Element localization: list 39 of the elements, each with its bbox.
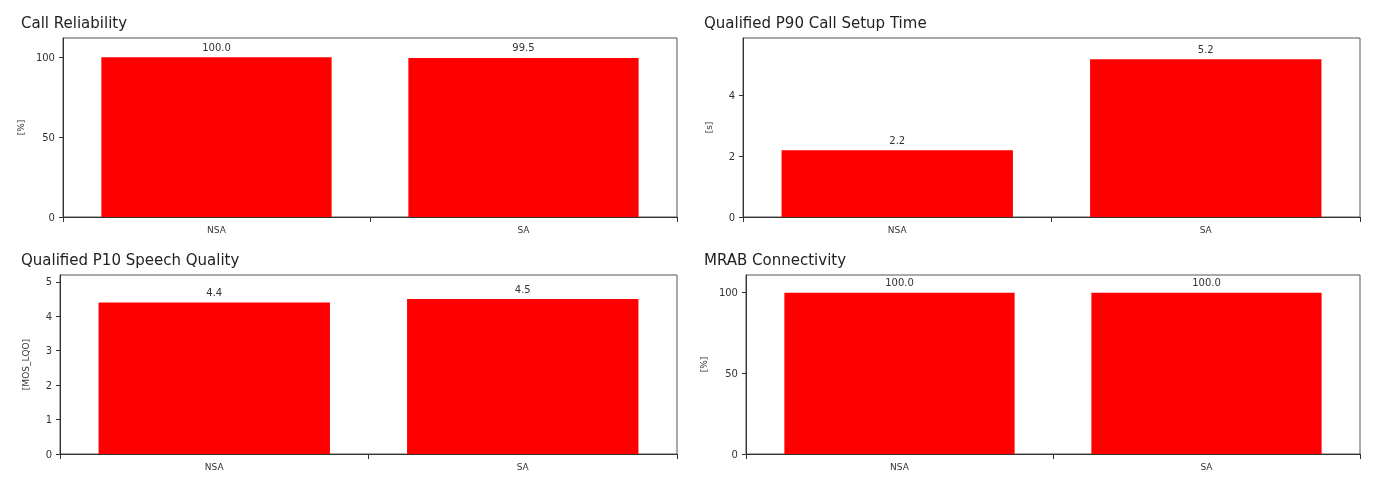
y-tick-label: 2	[728, 150, 735, 162]
data-label: 100.0	[1192, 277, 1221, 289]
y-tick-label: 0	[48, 211, 55, 223]
y-tick-label: 0	[731, 448, 738, 460]
x-tick-label: SA	[516, 461, 530, 472]
y-tick-label: 50	[725, 367, 738, 379]
data-label: 99.5	[512, 42, 535, 54]
y-axis-title: [%]	[698, 356, 709, 373]
x-tick-label: NSA	[890, 461, 910, 472]
data-label: 4.5	[514, 283, 531, 295]
x-tick-label: NSA	[887, 224, 908, 235]
y-tick-label: 2	[45, 379, 52, 391]
data-label: 4.4	[206, 287, 223, 299]
x-tick-label: SA	[1199, 224, 1213, 235]
y-axis-title: [%]	[15, 119, 26, 136]
y-tick-label: 1	[45, 414, 52, 426]
y-tick-label: 0	[45, 448, 52, 460]
data-label: 100.0	[885, 277, 914, 289]
y-axis-title: [s]	[703, 121, 714, 134]
y-axis-title: [MOS_LQO]	[20, 338, 31, 391]
chart-title: MRAB Connectivity	[704, 250, 847, 269]
x-tick-label: NSA	[207, 224, 227, 235]
x-tick-label: SA	[517, 224, 531, 235]
data-label: 2.2	[889, 134, 906, 146]
data-label: 5.2	[1197, 43, 1214, 55]
y-tick-label: 5	[45, 276, 52, 288]
y-tick-label: 100	[35, 51, 55, 63]
y-tick-label: 50	[42, 131, 55, 143]
x-tick-label: SA	[1200, 461, 1214, 472]
chart-title: Qualified P10 Speech Quality	[21, 250, 240, 269]
x-tick-label: NSA	[204, 461, 225, 472]
y-tick-label: 4	[728, 90, 735, 102]
chart-title: Qualified P90 Call Setup Time	[704, 13, 927, 32]
y-tick-label: 0	[728, 211, 735, 223]
y-tick-label: 4	[45, 310, 52, 322]
chart-title: Call Reliability	[21, 13, 128, 32]
y-tick-label: 3	[45, 345, 52, 357]
y-tick-label: 100	[718, 287, 738, 299]
data-label: 100.0	[202, 41, 231, 53]
